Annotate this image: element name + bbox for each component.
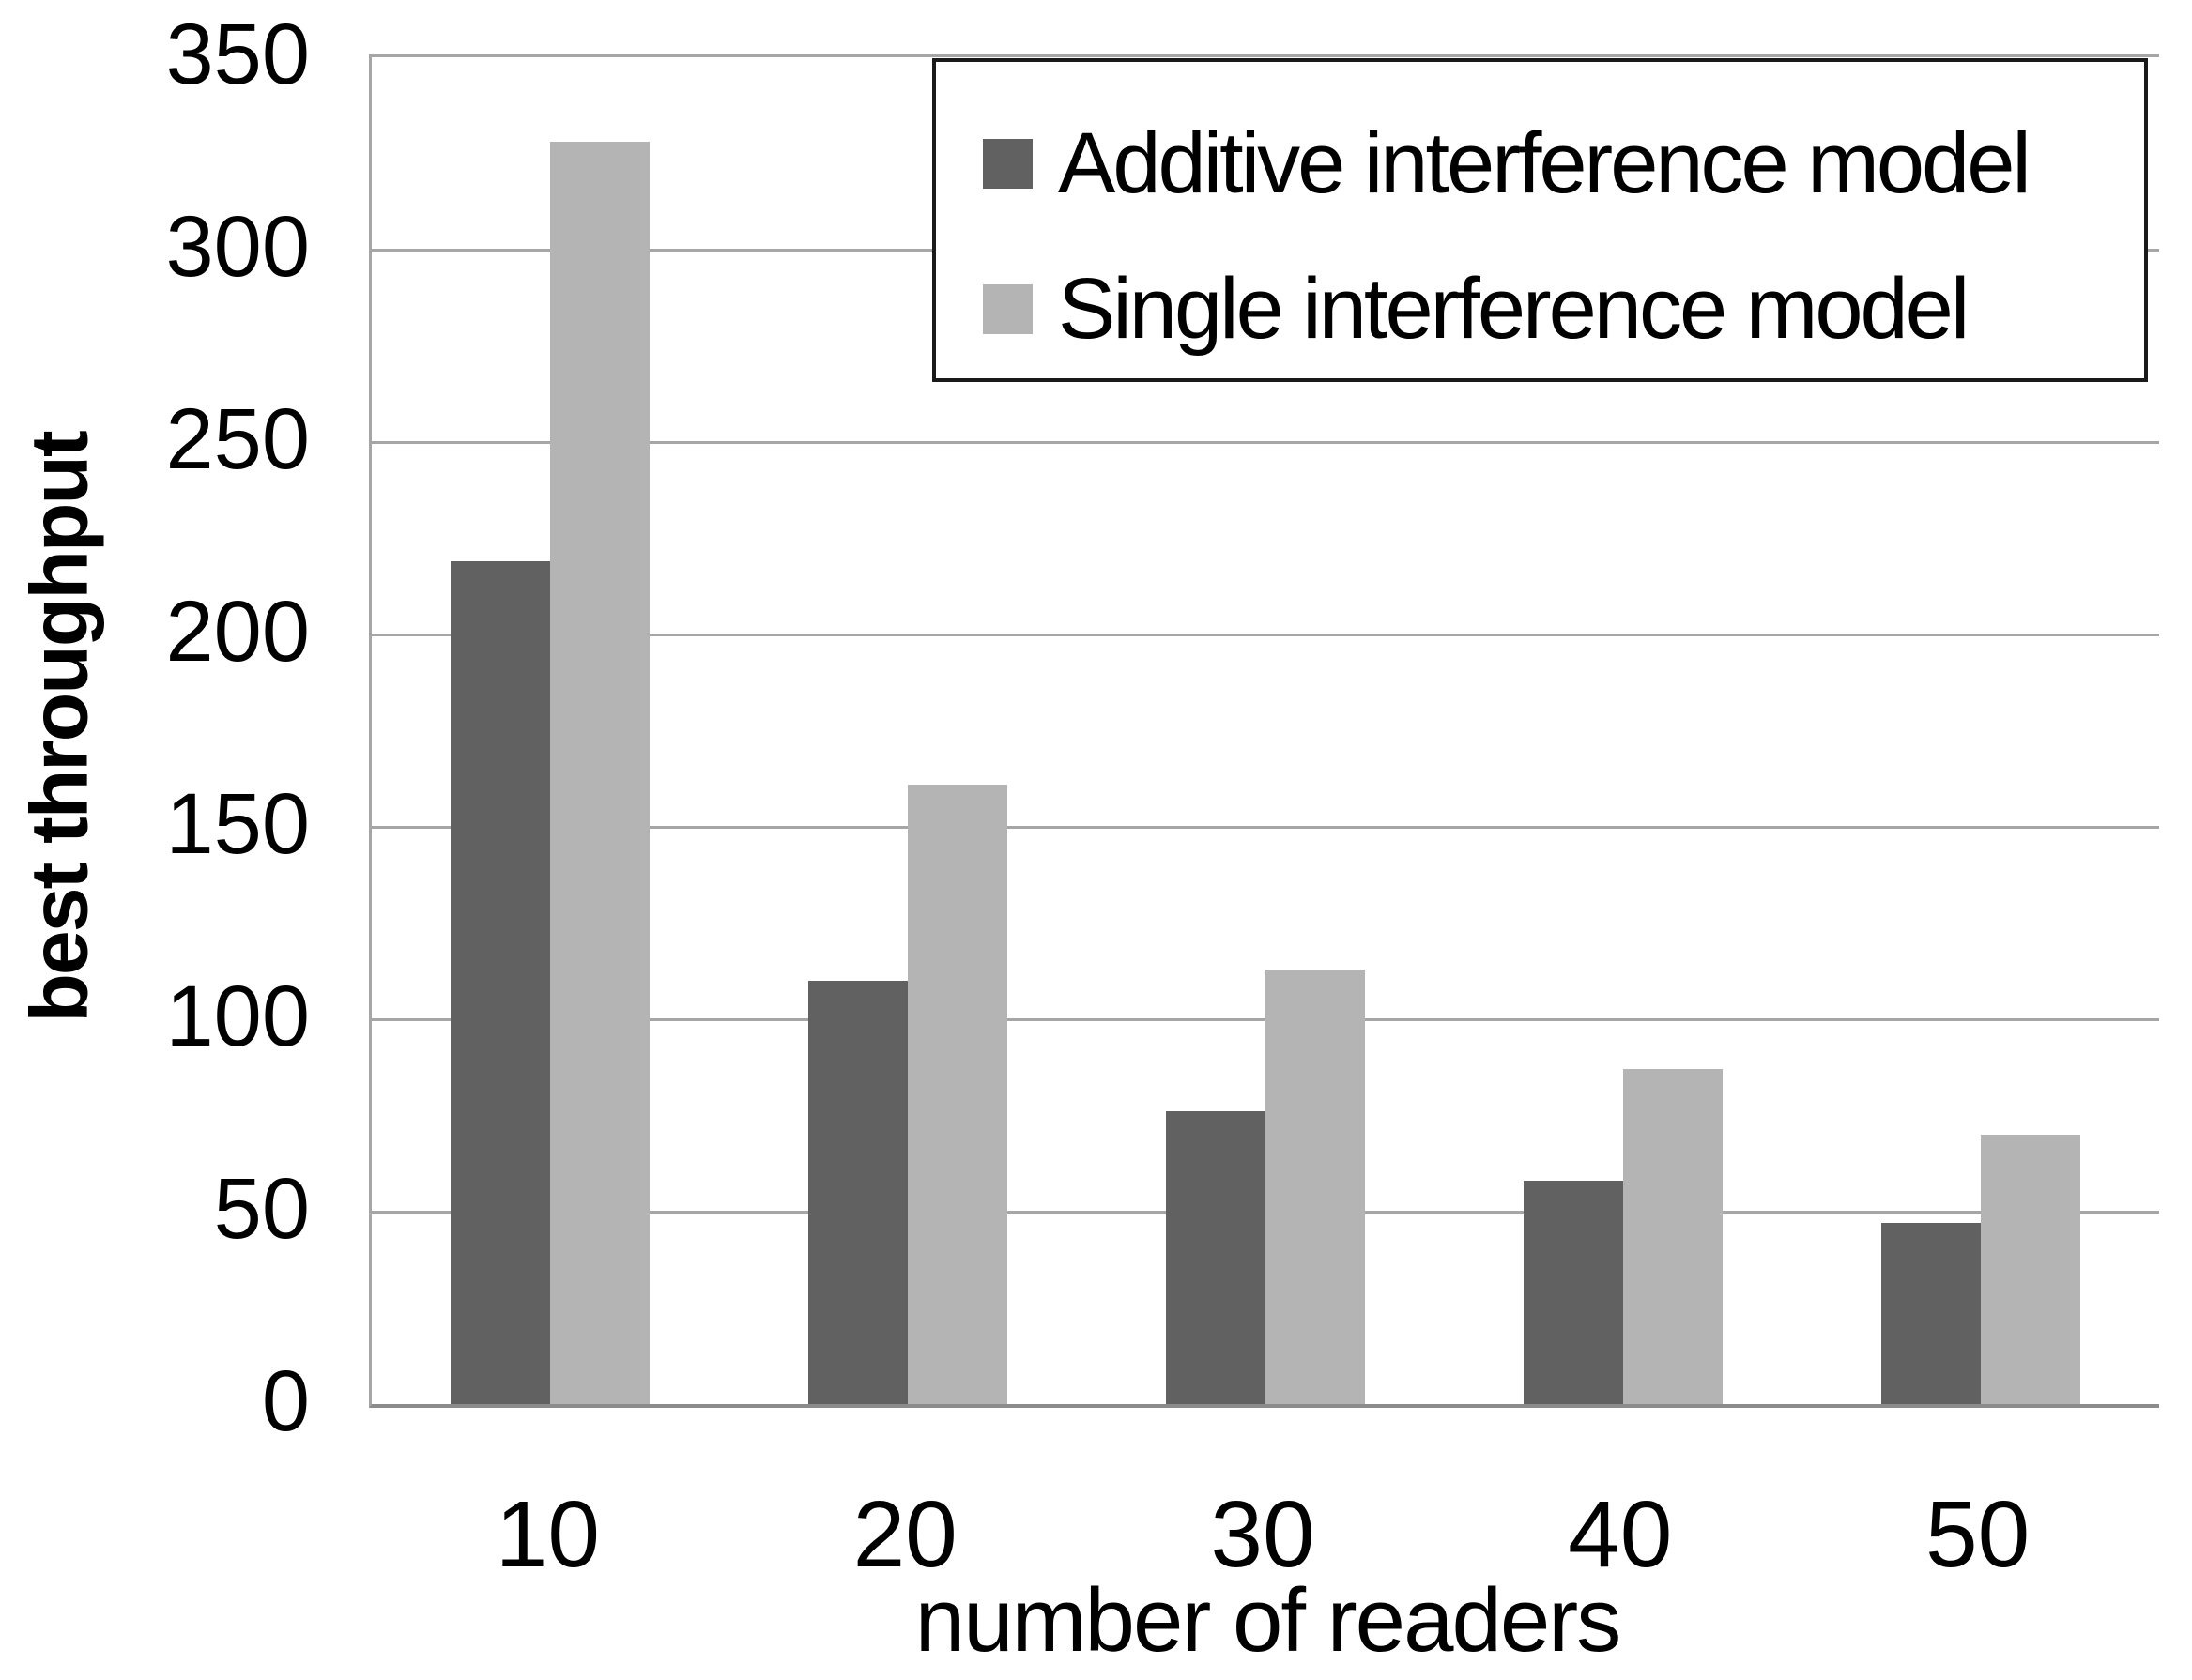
legend: Additive interference model Single inter… bbox=[932, 58, 2148, 382]
bar-additive-20 bbox=[808, 981, 909, 1404]
y-tick-label: 50 bbox=[213, 1161, 310, 1257]
y-tick-label: 250 bbox=[165, 391, 311, 487]
plot-area bbox=[369, 54, 2159, 1408]
y-tick-label: 100 bbox=[165, 969, 311, 1064]
y-tick-label: 0 bbox=[261, 1353, 310, 1449]
bar-single-20 bbox=[908, 784, 1008, 1404]
y-tick-label: 200 bbox=[165, 584, 311, 680]
bar-additive-30 bbox=[1166, 1111, 1265, 1404]
x-tick-label: 10 bbox=[495, 1482, 601, 1587]
x-tick-label: 50 bbox=[1924, 1482, 2031, 1587]
bar-single-40 bbox=[1622, 1069, 1723, 1404]
legend-swatch-single-icon bbox=[983, 283, 1033, 334]
bar-single-50 bbox=[1980, 1135, 2080, 1404]
gridline bbox=[372, 826, 2159, 829]
bar-additive-50 bbox=[1880, 1223, 1981, 1404]
legend-label-additive: Additive interference model bbox=[1058, 115, 2031, 211]
y-tick-label: 300 bbox=[165, 199, 311, 295]
y-axis-title: best throughput bbox=[14, 432, 105, 1023]
bar-additive-10 bbox=[451, 561, 551, 1404]
bar-single-10 bbox=[550, 142, 651, 1404]
legend-swatch-additive-icon bbox=[983, 138, 1033, 189]
legend-label-single: Single interference model bbox=[1058, 261, 1970, 357]
legend-item-additive: Additive interference model bbox=[983, 116, 2144, 210]
bar-single-30 bbox=[1265, 969, 1365, 1404]
gridline bbox=[372, 441, 2159, 444]
y-tick-label: 150 bbox=[165, 776, 311, 872]
x-tick-label: 30 bbox=[1210, 1482, 1315, 1587]
legend-item-single: Single interference model bbox=[983, 262, 2144, 356]
x-axis-title: number of readers bbox=[914, 1570, 1621, 1671]
y-tick-label: 350 bbox=[165, 7, 311, 102]
gridline bbox=[372, 634, 2159, 636]
bar-additive-40 bbox=[1523, 1181, 1623, 1404]
x-tick-label: 40 bbox=[1568, 1482, 1673, 1587]
x-tick-label: 20 bbox=[852, 1482, 958, 1587]
